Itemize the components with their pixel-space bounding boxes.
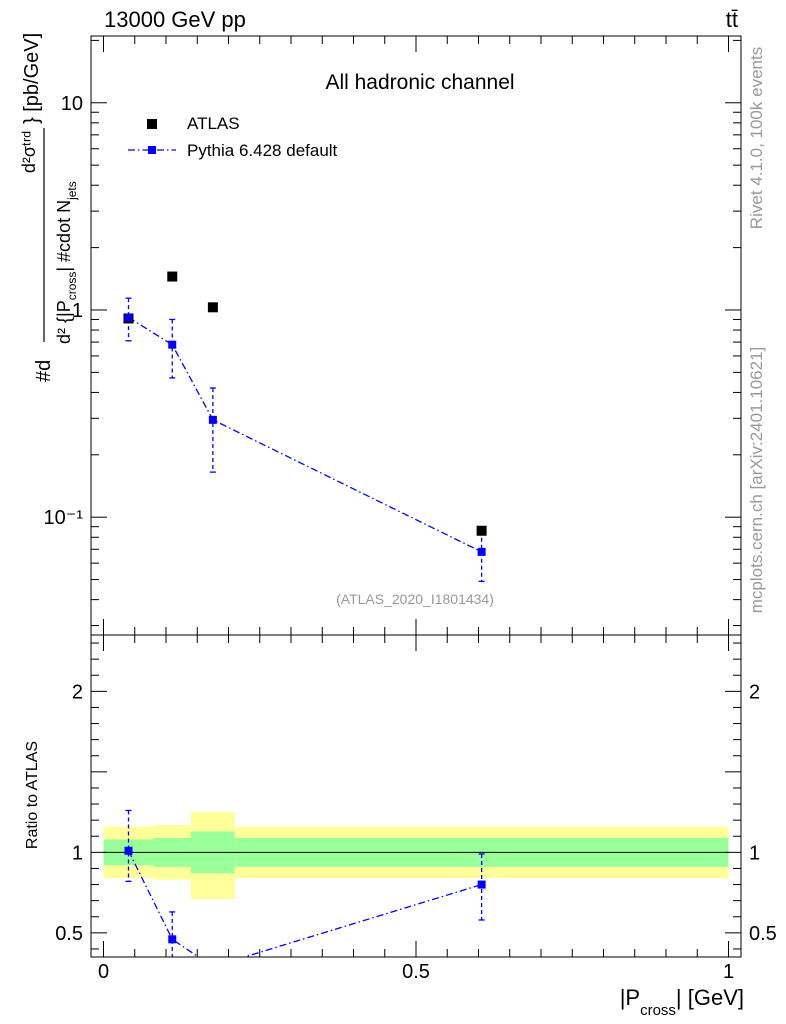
mcplots-credit-label: mcplots.cern.ch [arXiv:2401.10621] xyxy=(747,347,766,613)
main-x-ticks xyxy=(103,36,729,635)
ylabel-den-mid: | #cdot N xyxy=(54,200,74,272)
ratio-pythia-point xyxy=(209,963,217,971)
ratio-y-tick-label-right: 1 xyxy=(749,842,760,864)
legend-marker-atlas xyxy=(147,119,157,129)
analysis-id-label: (ATLAS_2020_I1801434) xyxy=(336,591,494,607)
ratio-pythia-point xyxy=(477,880,486,889)
atlas-point xyxy=(167,271,178,282)
ratio-y-tick-label: 0.5 xyxy=(55,923,83,945)
header-process-label: tt̄ xyxy=(726,7,738,32)
main-data-layer xyxy=(123,271,487,583)
legend-label-pythia: Pythia 6.428 default xyxy=(187,141,338,160)
ratio-pythia-point xyxy=(168,935,177,944)
atlas-point xyxy=(207,302,218,313)
ratio-pythia-point xyxy=(124,846,133,855)
x-axis-label: |Pcross| [GeV] xyxy=(620,985,744,1019)
main-panel: 10 1 10⁻¹ All hadronic channel (ATLAS_2020… xyxy=(19,33,742,636)
ratio-x-ticks: 0 0.5 1 xyxy=(98,635,734,983)
ratio-y-tick-label-right: 0.5 xyxy=(749,923,777,945)
ratio-x-tick-label: 0.5 xyxy=(402,961,430,983)
ratio-y-axis-label: Ratio to ATLAS xyxy=(24,741,41,849)
legend-marker-pythia xyxy=(148,146,156,154)
ylabel-fraction-numerator: d²σᵗʳᵈ xyxy=(19,131,39,173)
ylabel-den-sub2: jets xyxy=(65,181,79,201)
pythia-point xyxy=(168,340,177,349)
ylabel-suffix: } [pb/GeV] xyxy=(21,33,43,124)
atlas-point xyxy=(476,525,487,536)
pythia-point xyxy=(477,547,486,556)
main-y-tick-label: 1 xyxy=(72,300,83,322)
ratio-pythia-line xyxy=(127,850,482,957)
legend: ATLAS Pythia 6.428 default xyxy=(128,114,338,160)
ratio-panel: 2 21 10.5 0.5 0 0.5 1 Ratio to ATLAS |Pcross|… xyxy=(24,634,777,1019)
xlabel-main: |P xyxy=(620,985,640,1010)
ylabel-fraction-denominator: d² {|Pcross| #cdot Njets xyxy=(54,181,79,344)
main-y-tick-label: 10⁻¹ xyxy=(44,507,84,529)
ratio-bands xyxy=(103,812,729,900)
ratio-y-tick-label-right: 2 xyxy=(749,681,760,703)
pythia-point xyxy=(208,415,217,424)
pythia-point xyxy=(124,313,133,322)
ylabel-den-sub: cross xyxy=(65,272,79,301)
xlabel-end: | [GeV] xyxy=(676,985,744,1010)
legend-label-atlas: ATLAS xyxy=(187,114,240,133)
ratio-y-tick-label: 2 xyxy=(72,681,83,703)
ratio-data-layer xyxy=(124,809,486,971)
main-y-tick-label: 10 xyxy=(61,93,83,115)
ratio-y-ticks: 2 2 1 1 0.5 0.5 xyxy=(55,642,777,950)
header-energy-label: 13000 GeV pp xyxy=(104,7,246,32)
pythia-line xyxy=(128,316,482,553)
rivet-version-label: Rivet 4.1.0, 100k events xyxy=(747,47,766,229)
ratio-frame xyxy=(90,634,742,958)
ratio-x-tick-label: 0 xyxy=(98,961,109,983)
ratio-y-tick-label: 1 xyxy=(72,842,83,864)
main-y-axis-label: } [pb/GeV] d²σᵗʳᵈ #d d² {|Pcross| #cdot … xyxy=(19,33,79,382)
ylabel-den-start: d² {|P xyxy=(54,300,74,344)
main-y-ticks: 10 1 10⁻¹ xyxy=(44,39,741,627)
chart-title: All hadronic channel xyxy=(325,71,514,94)
ylabel-prefix: #d xyxy=(33,360,55,382)
ratio-x-tick-label: 1 xyxy=(723,961,734,983)
xlabel-sub: cross xyxy=(640,1002,676,1019)
